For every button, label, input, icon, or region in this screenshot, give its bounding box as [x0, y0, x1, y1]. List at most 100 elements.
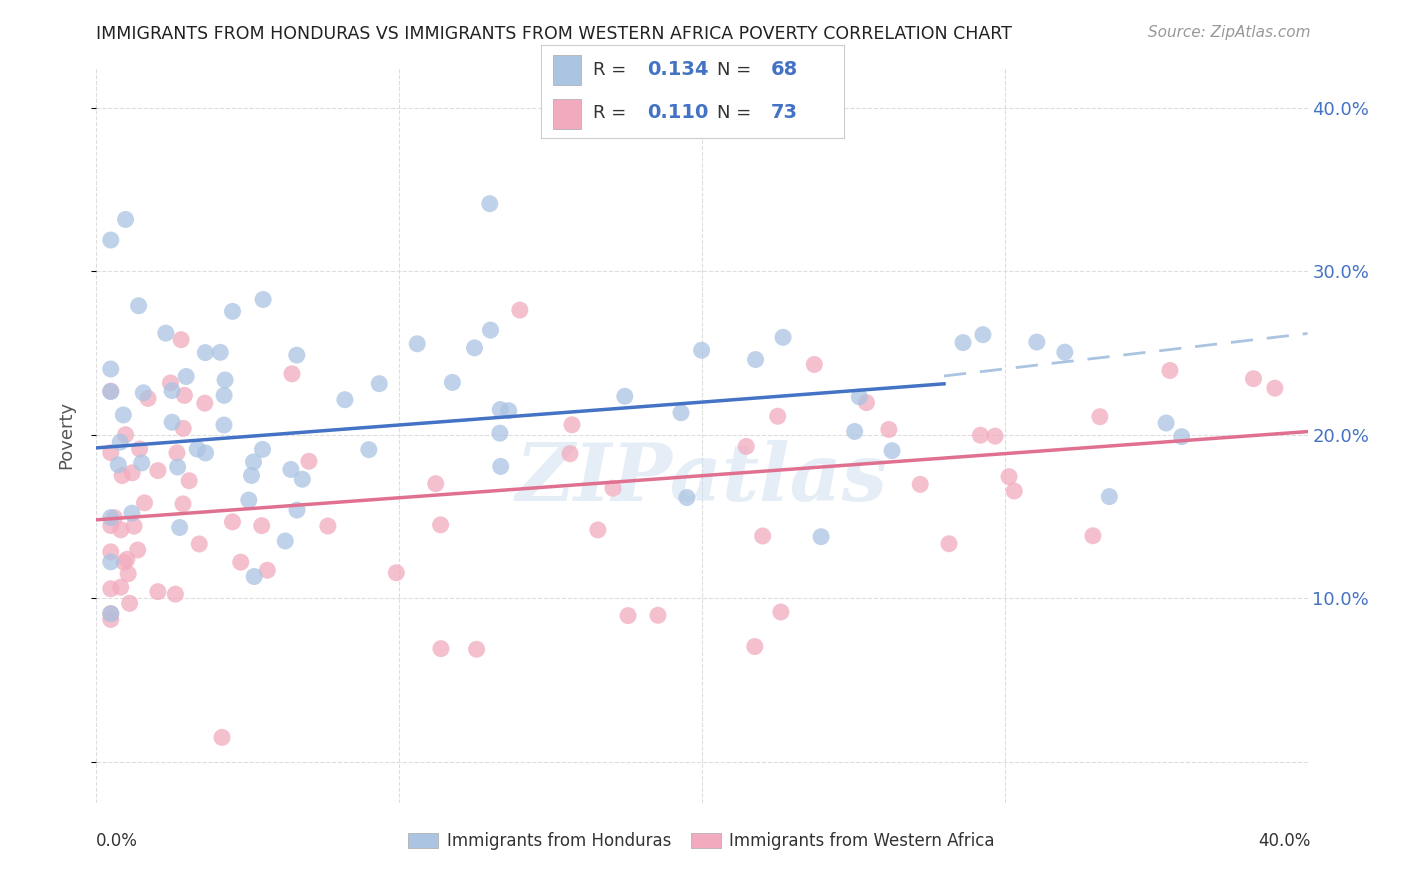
Y-axis label: Poverty: Poverty [56, 401, 75, 469]
Point [160, 384, 183, 398]
Point [194, 446, 217, 460]
Point [855, 395, 877, 409]
Point [772, 330, 794, 344]
Point [489, 426, 512, 441]
Point [810, 530, 832, 544]
Point [766, 409, 789, 424]
Point [100, 233, 122, 247]
Point [100, 445, 122, 459]
Point [1098, 490, 1121, 504]
Point [107, 458, 129, 472]
Point [602, 481, 624, 495]
Point [212, 417, 235, 432]
Point [115, 552, 138, 566]
Point [229, 555, 252, 569]
Point [998, 469, 1021, 483]
Point [285, 348, 308, 362]
Point [170, 333, 193, 347]
Point [877, 422, 900, 436]
Point [1053, 345, 1076, 359]
Point [100, 384, 122, 399]
Point [1154, 416, 1177, 430]
Point [425, 476, 447, 491]
Point [1025, 334, 1047, 349]
Bar [554, 55, 581, 85]
Point [238, 493, 260, 508]
Text: 0.110: 0.110 [647, 103, 709, 122]
Point [333, 392, 356, 407]
Point [463, 341, 485, 355]
Point [128, 299, 150, 313]
Point [256, 563, 278, 577]
Point [169, 520, 191, 534]
Point [110, 580, 132, 594]
Point [100, 582, 122, 596]
Point [509, 303, 531, 318]
Point [172, 421, 194, 435]
Point [122, 519, 145, 533]
Point [769, 605, 792, 619]
Point [214, 373, 236, 387]
Point [160, 415, 183, 429]
Point [429, 517, 451, 532]
Text: ZIPatlas: ZIPatlas [516, 441, 887, 517]
Text: N =: N = [717, 61, 751, 78]
Point [179, 474, 201, 488]
Point [489, 459, 512, 474]
Point [972, 327, 994, 342]
Point [938, 537, 960, 551]
Point [803, 358, 825, 372]
Point [735, 439, 758, 453]
Point [250, 518, 273, 533]
Point [209, 345, 232, 359]
Point [1002, 483, 1025, 498]
Point [285, 503, 308, 517]
Point [100, 545, 122, 559]
Point [1170, 430, 1192, 444]
Point [1159, 363, 1181, 377]
Point [969, 428, 991, 442]
Point [1243, 372, 1265, 386]
Point [121, 466, 143, 480]
Point [316, 519, 339, 533]
Point [146, 464, 169, 478]
Point [118, 596, 141, 610]
Point [910, 477, 932, 491]
Point [751, 529, 773, 543]
Point [880, 443, 903, 458]
Text: 40.0%: 40.0% [1258, 832, 1310, 850]
Point [291, 472, 314, 486]
Point [165, 587, 187, 601]
Point [194, 396, 217, 410]
Point [131, 456, 153, 470]
Point [489, 402, 512, 417]
Legend: Immigrants from Honduras, Immigrants from Western Africa: Immigrants from Honduras, Immigrants fro… [402, 826, 1001, 857]
Point [100, 607, 122, 621]
Point [744, 352, 766, 367]
Point [127, 543, 149, 558]
Point [281, 367, 304, 381]
Point [221, 515, 243, 529]
Text: R =: R = [593, 104, 626, 122]
Point [172, 497, 194, 511]
Point [166, 446, 188, 460]
Point [479, 323, 502, 337]
Point [385, 566, 408, 580]
Point [110, 435, 132, 450]
Text: 73: 73 [770, 103, 799, 122]
Text: R =: R = [593, 61, 626, 78]
Point [1088, 409, 1111, 424]
Point [114, 212, 136, 227]
Point [100, 607, 122, 621]
Point [128, 442, 150, 456]
Point [357, 442, 380, 457]
Point [186, 442, 208, 456]
Point [114, 427, 136, 442]
Point [669, 406, 692, 420]
Text: Source: ZipAtlas.com: Source: ZipAtlas.com [1147, 25, 1310, 40]
Point [252, 293, 274, 307]
Bar [554, 99, 581, 129]
Point [211, 731, 233, 745]
Point [117, 566, 139, 581]
Point [984, 429, 1007, 443]
